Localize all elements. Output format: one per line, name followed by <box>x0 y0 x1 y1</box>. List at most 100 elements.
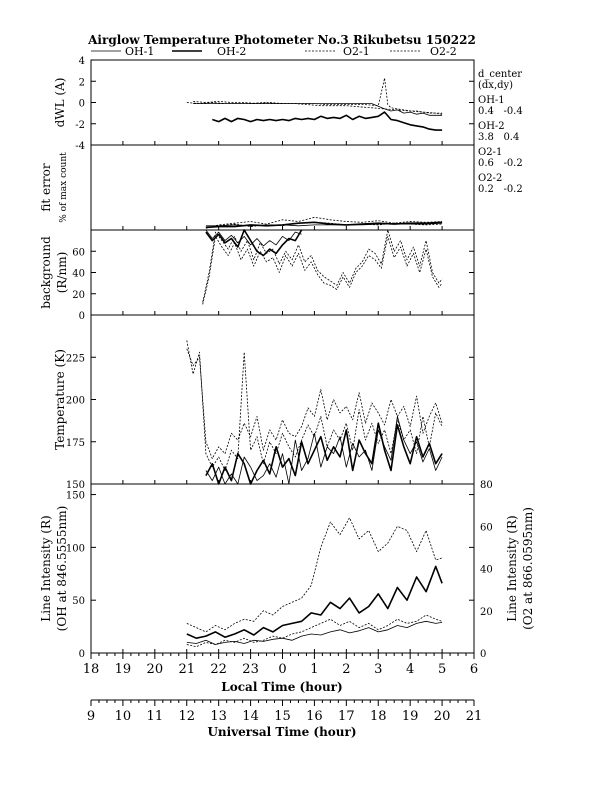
panel-fit-error: fit error % of max count <box>39 144 475 231</box>
series-line-oh-1 <box>193 103 443 116</box>
y-tick-label-right: 20 <box>480 607 493 618</box>
y-tick-label: 0 <box>79 649 85 660</box>
x-tick-label: 3 <box>374 662 382 677</box>
plot-frame <box>90 59 475 146</box>
series-line-o2-1 <box>186 517 443 633</box>
y-tick-label: -4 <box>75 141 85 152</box>
x-tick-label: 11 <box>147 709 164 724</box>
side-note-value: 0.4 -0.4 <box>478 106 523 117</box>
x-tick-label: 9 <box>87 709 95 724</box>
series-line-oh-2 <box>205 422 443 485</box>
y-tick-label-right: 80 <box>480 480 493 491</box>
x-tick-label: 20 <box>147 662 164 677</box>
y-tick-label-right: 60 <box>480 522 493 533</box>
x-tick-label: 21 <box>178 662 195 677</box>
y-tick-label-right: 0 <box>480 649 486 660</box>
y-axis-label-right: Line Intensity (R) <box>505 515 519 621</box>
y-axis-label-2: (R/nm) <box>55 252 69 294</box>
series-line-oh-2 <box>205 229 303 257</box>
y-tick-label: 0 <box>79 99 85 110</box>
x-tick-label: 10 <box>115 709 132 724</box>
y-axis-label: Temperature (K) <box>53 349 67 450</box>
series-line-o2-1 <box>202 229 443 303</box>
series-line-o2-2 <box>186 340 443 471</box>
y-tick-label: 150 <box>66 491 85 502</box>
x-axis-local-label: Local Time (hour) <box>221 680 342 694</box>
series-line-oh-1 <box>186 620 443 645</box>
x-tick-label: 5 <box>438 662 446 677</box>
side-note-name: O2-1 <box>478 147 502 158</box>
y-axis-label-2: % of max count <box>59 152 69 223</box>
x-axis-local-time: 18 19 20 21 22 23 0 1 2 3 4 5 6 <box>83 652 478 677</box>
legend-label: O2-1 <box>343 45 370 58</box>
series-line-o2-2 <box>205 221 443 228</box>
side-note-name: OH-1 <box>478 95 505 106</box>
side-note-value: 0.2 -0.2 <box>478 184 523 195</box>
y-axis-label: background <box>39 236 53 309</box>
y-tick-label: 150 <box>66 480 85 491</box>
x-tick-label: 23 <box>242 662 259 677</box>
side-note-name: OH-2 <box>478 121 505 132</box>
y-tick-label: 20 <box>72 290 85 301</box>
x-axis-ut-label: Universal Time (hour) <box>207 725 356 739</box>
x-tick-label: 12 <box>178 709 195 724</box>
plot-frame <box>90 483 475 654</box>
side-note-sub: (dx,dy) <box>478 80 513 91</box>
y-tick-label: 100 <box>66 543 85 554</box>
y-axis-label: Line Intensity (R) <box>39 515 53 621</box>
y-tick-label: 40 <box>72 269 85 280</box>
side-note-name: O2-2 <box>478 173 502 184</box>
y-axis-label: fit error <box>39 163 53 211</box>
y-tick-label: 0 <box>79 311 85 322</box>
side-note-heading: d_center <box>478 69 522 80</box>
x-tick-label: 1 <box>310 662 318 677</box>
x-tick-label: 18 <box>370 709 387 724</box>
y-axis-label-2: (OH at 846.5555nm) <box>55 506 69 632</box>
x-tick-label: 4 <box>406 662 414 677</box>
x-tick-label: 13 <box>210 709 227 724</box>
legend-label: O2-2 <box>430 45 457 58</box>
x-tick-label: 22 <box>210 662 227 677</box>
y-tick-label-right: 40 <box>480 565 493 576</box>
plot-frame <box>90 229 475 316</box>
y-tick-label: -2 <box>75 120 85 131</box>
y-tick-label: 4 <box>79 56 85 67</box>
y-tick-label: 50 <box>72 596 85 607</box>
side-note-value: 0.6 -0.2 <box>478 158 523 169</box>
y-tick-label: 200 <box>66 396 85 407</box>
series-line-o2-2 <box>193 101 443 114</box>
series-line-oh-1 <box>205 229 302 247</box>
series-line-o2-1 <box>186 77 443 115</box>
y-tick-label: 225 <box>66 353 85 364</box>
legend-label: OH-1 <box>125 45 154 58</box>
series-line-o2-2 <box>186 614 443 648</box>
x-tick-label: 19 <box>402 709 419 724</box>
y-axis-label-right-2: (O2 at 866.0595nm) <box>521 507 535 630</box>
series-line-oh-2 <box>186 565 443 640</box>
x-axis-universal-time: 9 10 11 12 13 14 15 16 17 18 19 20 21 <box>87 699 482 724</box>
plot-frame <box>90 144 475 231</box>
y-tick-label: 2 <box>79 77 85 88</box>
panel-dwl: -4 -2 0 2 4 dWL (A) <box>53 56 475 152</box>
series-line-o2-2 <box>202 235 443 305</box>
x-tick-label: 0 <box>278 662 286 677</box>
x-tick-label: 15 <box>274 709 291 724</box>
x-tick-label: 19 <box>115 662 132 677</box>
y-axis-label: dWL (A) <box>53 78 67 128</box>
chart-title: Airglow Temperature Photometer No.3 Riku… <box>87 33 476 47</box>
x-tick-label: 16 <box>306 709 323 724</box>
x-tick-label: 20 <box>434 709 451 724</box>
series-line-o2-1 <box>186 348 443 460</box>
x-tick-label: 6 <box>470 662 478 677</box>
legend-label: OH-2 <box>217 45 246 58</box>
series-line-oh-2 <box>212 111 443 131</box>
y-tick-label: 60 <box>72 247 85 258</box>
plot-frame <box>90 314 475 485</box>
side-notes: d_center (dx,dy) OH-1 0.4 -0.4 OH-2 3.8 … <box>478 69 523 195</box>
x-tick-label: 14 <box>242 709 259 724</box>
x-tick-label: 2 <box>342 662 350 677</box>
side-note-value: 3.8 0.4 <box>478 132 519 143</box>
x-tick-label: 18 <box>83 662 100 677</box>
